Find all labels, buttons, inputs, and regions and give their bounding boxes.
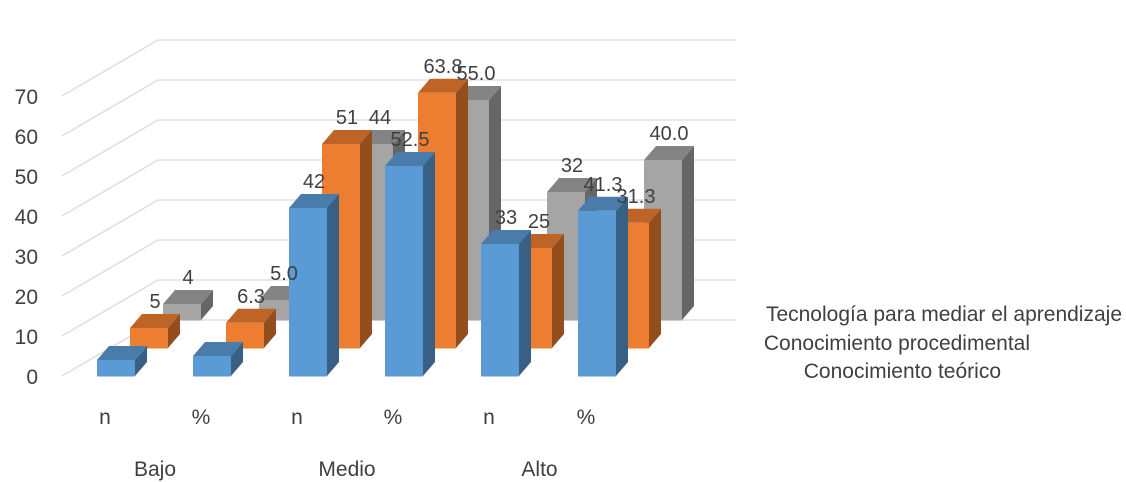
bar-side [327, 194, 339, 376]
bar-side [360, 130, 372, 348]
bar-side [552, 234, 564, 348]
bar-top [289, 194, 339, 208]
bar-top [578, 196, 628, 211]
series-label: Conocimiento procedimental [764, 332, 1030, 355]
bar-top [322, 130, 372, 144]
bar-front [481, 244, 519, 377]
data-label: 51 [336, 107, 358, 129]
x-tick-label: n [99, 406, 111, 429]
gridline-diagonal [61, 79, 159, 137]
bar-side [264, 308, 276, 348]
y-tick-label: 20 [15, 286, 38, 309]
bar-front [289, 208, 327, 377]
data-labels: 4 5.0 44 55.0 32 40.0 5 6.3 51 63.8 25 31.3 42 52.5 33… [149, 56, 688, 313]
gridline-diagonal [61, 239, 159, 297]
bar-front [578, 210, 616, 377]
data-label: 42 [303, 171, 325, 193]
bar [578, 196, 628, 377]
y-tick-label: 30 [15, 246, 38, 269]
y-tick-label: 60 [15, 126, 38, 149]
bar-side [168, 314, 180, 348]
series-labels: Conocimiento teórico Conocimiento procedi… [764, 303, 1122, 383]
bar [163, 290, 213, 321]
y-tick-label: 0 [26, 366, 38, 389]
bar [385, 152, 435, 377]
bar-side [231, 342, 243, 376]
bar-front [193, 356, 231, 377]
bar-top [97, 346, 147, 360]
data-label: 25 [528, 211, 550, 233]
bar-top [385, 152, 435, 166]
bar-side [649, 208, 661, 348]
x-tick-label: % [384, 406, 403, 429]
data-label: 55.0 [457, 63, 496, 85]
data-label: 5 [149, 291, 160, 313]
bar-side [201, 290, 213, 320]
data-label: 32 [561, 155, 583, 177]
x-group-label: Medio [318, 458, 375, 481]
data-label: 4 [182, 267, 193, 289]
data-label: 31.3 [617, 186, 656, 208]
bar-top [644, 146, 694, 160]
bar [130, 314, 180, 349]
bars [97, 78, 694, 377]
x-group-label: Bajo [134, 458, 176, 481]
data-label: 6.3 [237, 286, 265, 308]
y-tick-label: 40 [15, 206, 38, 229]
series-label: Conocimiento teórico [804, 360, 1001, 383]
bar-front [97, 360, 135, 377]
bar-top [481, 230, 531, 244]
x-tick-label: % [577, 406, 596, 429]
bar-front [130, 328, 168, 349]
bar-side [616, 196, 628, 376]
bar-front [385, 166, 423, 377]
bar [97, 346, 147, 377]
series-label: Tecnología para mediar el aprendizaje [766, 303, 1122, 326]
x-axis: n% n% n % Bajo Medio Alto [99, 406, 595, 481]
data-label: 63.8 [424, 56, 463, 78]
bar [289, 194, 339, 377]
y-axis: 0 10 20 30 40 50 60 70 [15, 86, 38, 389]
bar-top [418, 78, 468, 93]
bar-top [130, 314, 180, 328]
bar-top [547, 178, 597, 192]
gridline-diagonal [61, 119, 159, 177]
data-label: 33 [495, 207, 517, 229]
bar-side [423, 152, 435, 376]
gridline-diagonal [61, 199, 159, 257]
data-label: 52.5 [391, 129, 430, 151]
data-label: 5.0 [270, 263, 298, 285]
bar-side [519, 230, 531, 376]
gridline-diagonal [61, 159, 159, 217]
bar-top [193, 342, 243, 356]
gridline-diagonal [61, 39, 159, 97]
x-group-label: Alto [521, 458, 557, 481]
y-tick-label: 10 [15, 326, 38, 349]
x-tick-label: n [483, 406, 495, 429]
x-tick-label: % [192, 406, 211, 429]
bar-side [456, 78, 468, 349]
bar-side [682, 146, 694, 320]
bar [193, 342, 243, 377]
data-label: 40.0 [650, 123, 689, 145]
bar-top [163, 290, 213, 304]
bar-side [135, 346, 147, 376]
y-tick-label: 50 [15, 166, 38, 189]
bar [481, 230, 531, 377]
data-label: 44 [369, 107, 391, 129]
y-tick-label: 70 [15, 86, 38, 109]
x-tick-label: n [291, 406, 303, 429]
bar-top [226, 308, 276, 323]
data-label: 41.3 [584, 174, 623, 196]
gridline-diagonal [61, 279, 159, 337]
